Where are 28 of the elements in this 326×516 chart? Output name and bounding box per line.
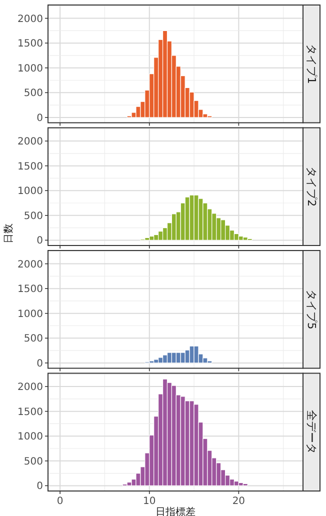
y-tick-label: 0	[36, 481, 43, 492]
text: タイプ1	[305, 44, 318, 84]
y-axis-title: 日数	[4, 224, 14, 244]
y-tick-label: 1500	[18, 406, 43, 418]
y-tick-label: 0	[36, 358, 43, 370]
text: タイプ5	[305, 289, 318, 330]
y-tick-label: 2000	[18, 382, 43, 394]
y-tick-label: 500	[24, 88, 43, 100]
y-tick-label: 2000	[18, 14, 43, 25]
y-tick-label: 2000	[18, 136, 43, 148]
x-tick-label: 10	[143, 496, 156, 507]
y-tick-label: 0	[36, 236, 43, 247]
y-tick-label: 1000	[18, 63, 43, 74]
y-tick-label: 1000	[18, 186, 43, 198]
x-tick-label: 0	[56, 496, 64, 507]
y-tick-label: 0	[36, 112, 43, 124]
y-tick-label: 500	[24, 210, 43, 222]
text: 全データ	[305, 410, 318, 454]
text: タイプ2	[305, 166, 318, 207]
x-tick-label: 20	[232, 496, 246, 507]
y-tick-label: 1500	[18, 38, 43, 50]
y-tick-label: 1500	[18, 284, 43, 296]
y-tick-label: 1500	[18, 161, 43, 172]
y-tick-label: 500	[24, 334, 43, 345]
y-tick-label: 2000	[18, 259, 43, 270]
y-tick-label: 500	[24, 456, 43, 468]
y-tick-label: 1000	[18, 432, 43, 443]
y-tick-label: 1000	[18, 308, 43, 320]
